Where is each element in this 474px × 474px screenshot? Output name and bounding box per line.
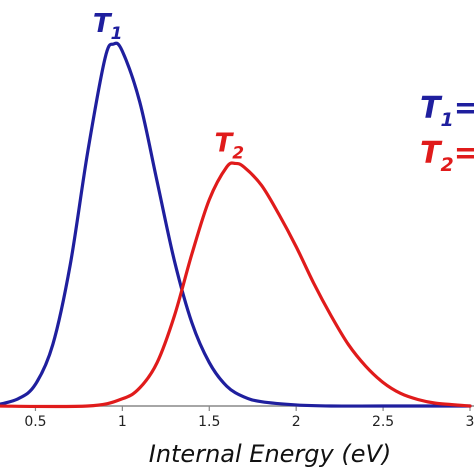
x-axis-label: Internal Energy (eV) [149,440,392,468]
x-tick-label: 2.5 [372,414,394,430]
peak-label-2: T2 [215,128,245,163]
peak-label-1: T1 [93,9,123,44]
x-tick-label: 1 [118,414,127,430]
legend-entry-1: T1= [420,91,474,131]
x-tick-label: 1.5 [198,414,220,430]
legend-entry-2: T2= [420,136,474,176]
peak-labels: T1 T2 [93,9,244,163]
x-axis: 0.5 1 1.5 2 2.5 3 [0,405,474,430]
series-line-1 [0,41,472,408]
series-line-2 [0,161,472,409]
legend: T1=T2= [420,91,474,176]
x-tick-label: 0.5 [24,414,46,430]
series-layer [0,41,472,409]
x-tick-label: 3 [466,414,474,430]
x-tick-label: 2 [292,414,301,430]
